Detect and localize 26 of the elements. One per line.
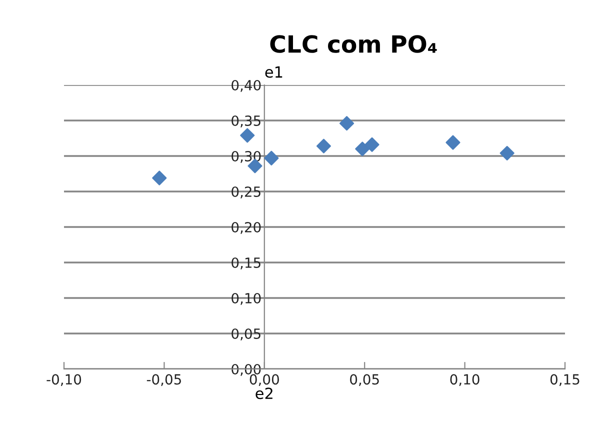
x-tick-label: 0,10 [450, 374, 480, 386]
point [264, 150, 279, 166]
point [339, 116, 354, 131]
y-tick-label: 0,40 [232, 80, 261, 92]
x-tick-label: 0,00 [250, 374, 279, 386]
y-tick-label: 0,30 [232, 150, 261, 163]
point [355, 142, 370, 156]
x-tick-label: -0,10 [46, 374, 82, 386]
point [364, 137, 380, 152]
point [152, 170, 167, 186]
y-tick-label: 0,15 [232, 257, 260, 270]
x-tick-label: 0,05 [350, 374, 379, 386]
y-tick-label: 0,20 [232, 222, 261, 234]
point [500, 146, 514, 160]
y-tick-label: 0,10 [232, 292, 261, 305]
x-axis-title: e2 [256, 388, 272, 400]
y-axis-title: e1 [265, 66, 282, 78]
point [240, 128, 255, 143]
point [316, 138, 331, 154]
y-tick-label: 0,25 [232, 186, 260, 198]
y-tick-label: 0,35 [232, 115, 260, 128]
x-tick-label: 0,15 [550, 374, 580, 386]
point [446, 135, 460, 150]
y-tick-label: 0,05 [232, 328, 260, 340]
chart-title: CLC com PO₄ [270, 35, 437, 53]
x-tick-label: -0,05 [146, 374, 181, 386]
